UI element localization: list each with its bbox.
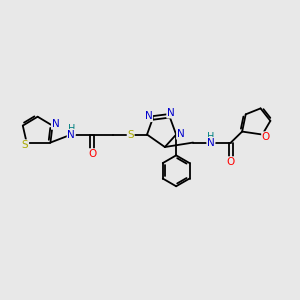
Text: N: N [177,129,184,139]
Text: S: S [128,130,134,140]
Text: N: N [68,130,75,140]
Text: N: N [145,111,152,122]
Text: O: O [227,157,235,167]
Text: H: H [207,132,214,142]
Text: N: N [167,108,175,118]
Text: O: O [262,132,270,142]
Text: H: H [68,124,75,134]
Text: S: S [22,140,28,150]
Text: O: O [88,149,96,159]
Text: N: N [207,138,215,148]
Text: N: N [52,119,59,129]
